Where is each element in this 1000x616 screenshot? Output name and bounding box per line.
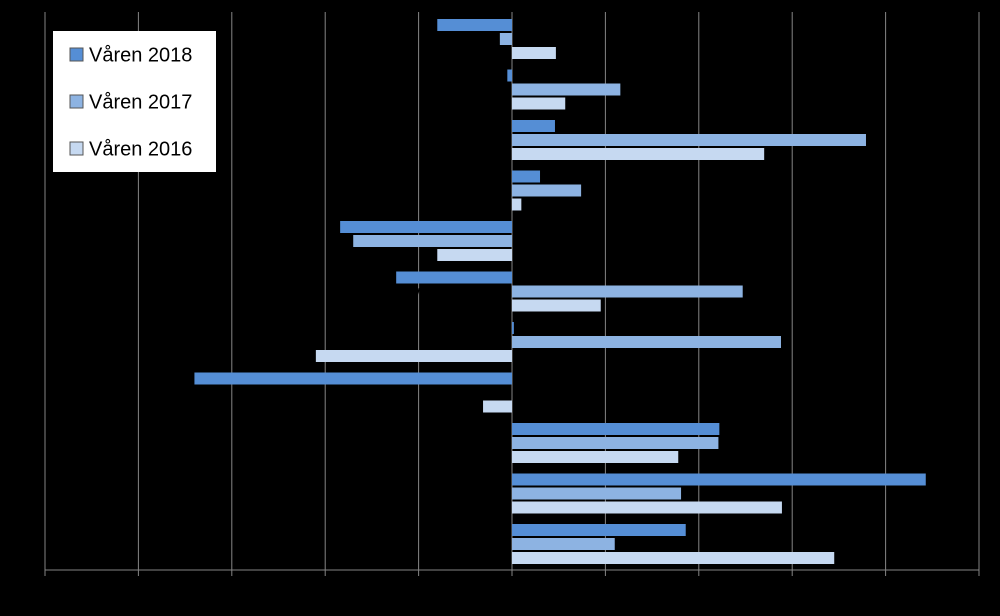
x-tick-label: 1 [601, 581, 610, 598]
bar [499, 33, 512, 45]
x-tick-label: -1 [411, 581, 425, 598]
bar [315, 350, 512, 362]
x-tick-label: 4 [881, 581, 890, 598]
category-label: Bygg [398, 283, 441, 304]
bar [396, 271, 512, 284]
bar [512, 285, 743, 298]
x-tick-label: -2 [318, 581, 332, 598]
x-tick-label: 3 [788, 581, 797, 598]
bar [340, 221, 512, 233]
x-tick-label: 0 [508, 581, 517, 598]
bar [512, 501, 782, 514]
bar [512, 336, 781, 348]
bar [512, 198, 522, 211]
x-tick-label: 2 [694, 581, 703, 598]
bar [512, 184, 582, 197]
legend-label: Våren 2018 [89, 44, 192, 66]
x-tick-label: -4 [131, 581, 145, 598]
bar [512, 97, 566, 110]
bar [512, 538, 615, 550]
bar [512, 170, 541, 183]
bar [437, 19, 512, 31]
bar [512, 487, 682, 500]
bar [483, 400, 512, 413]
bar [512, 322, 514, 334]
legend-swatch [69, 94, 84, 109]
legend-swatch [69, 141, 84, 156]
bar [512, 299, 601, 312]
legend-label: Våren 2017 [89, 91, 192, 113]
bar [512, 423, 720, 435]
bar [512, 148, 765, 160]
bar [353, 235, 512, 247]
bar [512, 47, 556, 59]
legend-label: Våren 2016 [89, 138, 192, 160]
bar [512, 524, 686, 536]
x-tick-label: -5 [38, 581, 52, 598]
bar [194, 372, 512, 385]
bar [512, 134, 866, 146]
bar [512, 437, 719, 449]
bar [512, 451, 679, 463]
bar [512, 473, 926, 486]
bar [512, 552, 835, 564]
x-tick-label: 5 [975, 581, 984, 598]
bar [512, 120, 555, 132]
legend-swatch [69, 47, 84, 62]
bar [512, 83, 621, 96]
x-tick-label: -3 [225, 581, 239, 598]
bar [437, 249, 512, 261]
bar [507, 69, 512, 82]
